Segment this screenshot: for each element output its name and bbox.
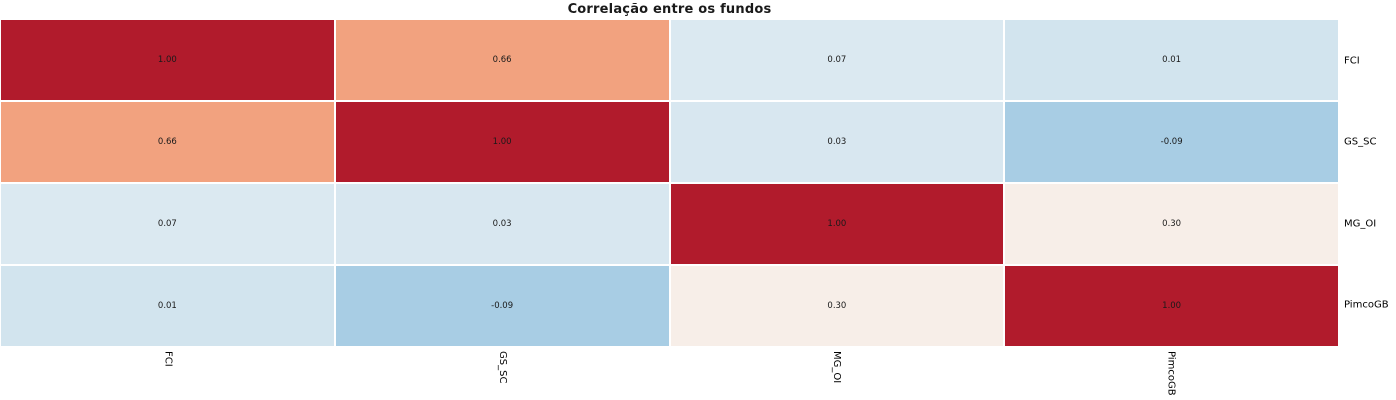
cell-value: 1.00 [1162, 300, 1182, 311]
cell-value: 1.00 [492, 136, 512, 147]
y-tick-label: PimcoGB [1344, 299, 1389, 311]
x-tick-label: PimcoGB [1165, 351, 1177, 396]
cell-value: -0.09 [1160, 136, 1183, 147]
heatmap-cell: 0.03 [335, 184, 669, 264]
heatmap-cell: 0.01 [1, 266, 334, 346]
cell-value: 0.30 [1162, 218, 1182, 229]
cell-value: 0.66 [492, 54, 512, 65]
cell-value: 0.01 [1162, 54, 1182, 65]
cell-value: 0.03 [827, 136, 847, 147]
y-tick-label: FCI [1344, 55, 1360, 67]
cell-value: 1.00 [157, 54, 177, 65]
heatmap-cell: 1.00 [670, 184, 1004, 264]
y-tick-label: MG_OI [1344, 218, 1377, 230]
cell-value: 0.01 [157, 300, 177, 311]
heatmap-cell: 0.30 [1005, 184, 1338, 264]
cell-value: 0.66 [157, 136, 177, 147]
heatmap-cell: 0.03 [670, 102, 1004, 182]
heatmap-cell: 0.07 [670, 20, 1004, 100]
heatmap-cell: -0.09 [335, 266, 669, 346]
heatmap-cell: 0.07 [1, 184, 334, 264]
heatmap-cell: 1.00 [1, 20, 334, 100]
cell-value: 0.07 [157, 218, 177, 229]
chart-title: Correlação entre os fundos [567, 2, 772, 17]
cell-value: -0.09 [491, 300, 514, 311]
heatmap-cell: 1.00 [335, 102, 669, 182]
x-tick-label: GS_SC [496, 351, 508, 384]
y-tick-label: GS_SC [1344, 136, 1377, 148]
cell-value: 0.30 [827, 300, 847, 311]
x-tick-label: FCI [162, 351, 174, 367]
heatmap-cell: 0.66 [335, 20, 669, 100]
cell-value: 0.03 [492, 218, 512, 229]
heatmap-cell: 1.00 [1005, 266, 1338, 346]
heatmap-cell: -0.09 [1005, 102, 1338, 182]
heatmap-cell: 0.66 [1, 102, 334, 182]
heatmap-cell: 0.01 [1005, 20, 1338, 100]
cell-value: 0.07 [827, 54, 847, 65]
cell-value: 1.00 [827, 218, 847, 229]
heatmap-cell: 0.30 [670, 266, 1004, 346]
heatmap-grid: 1.00 0.66 0.07 0.01 0.66 1.00 0.03 -0.09 0.07 0.0… [1, 20, 1338, 346]
x-tick-label: MG_OI [831, 351, 843, 384]
